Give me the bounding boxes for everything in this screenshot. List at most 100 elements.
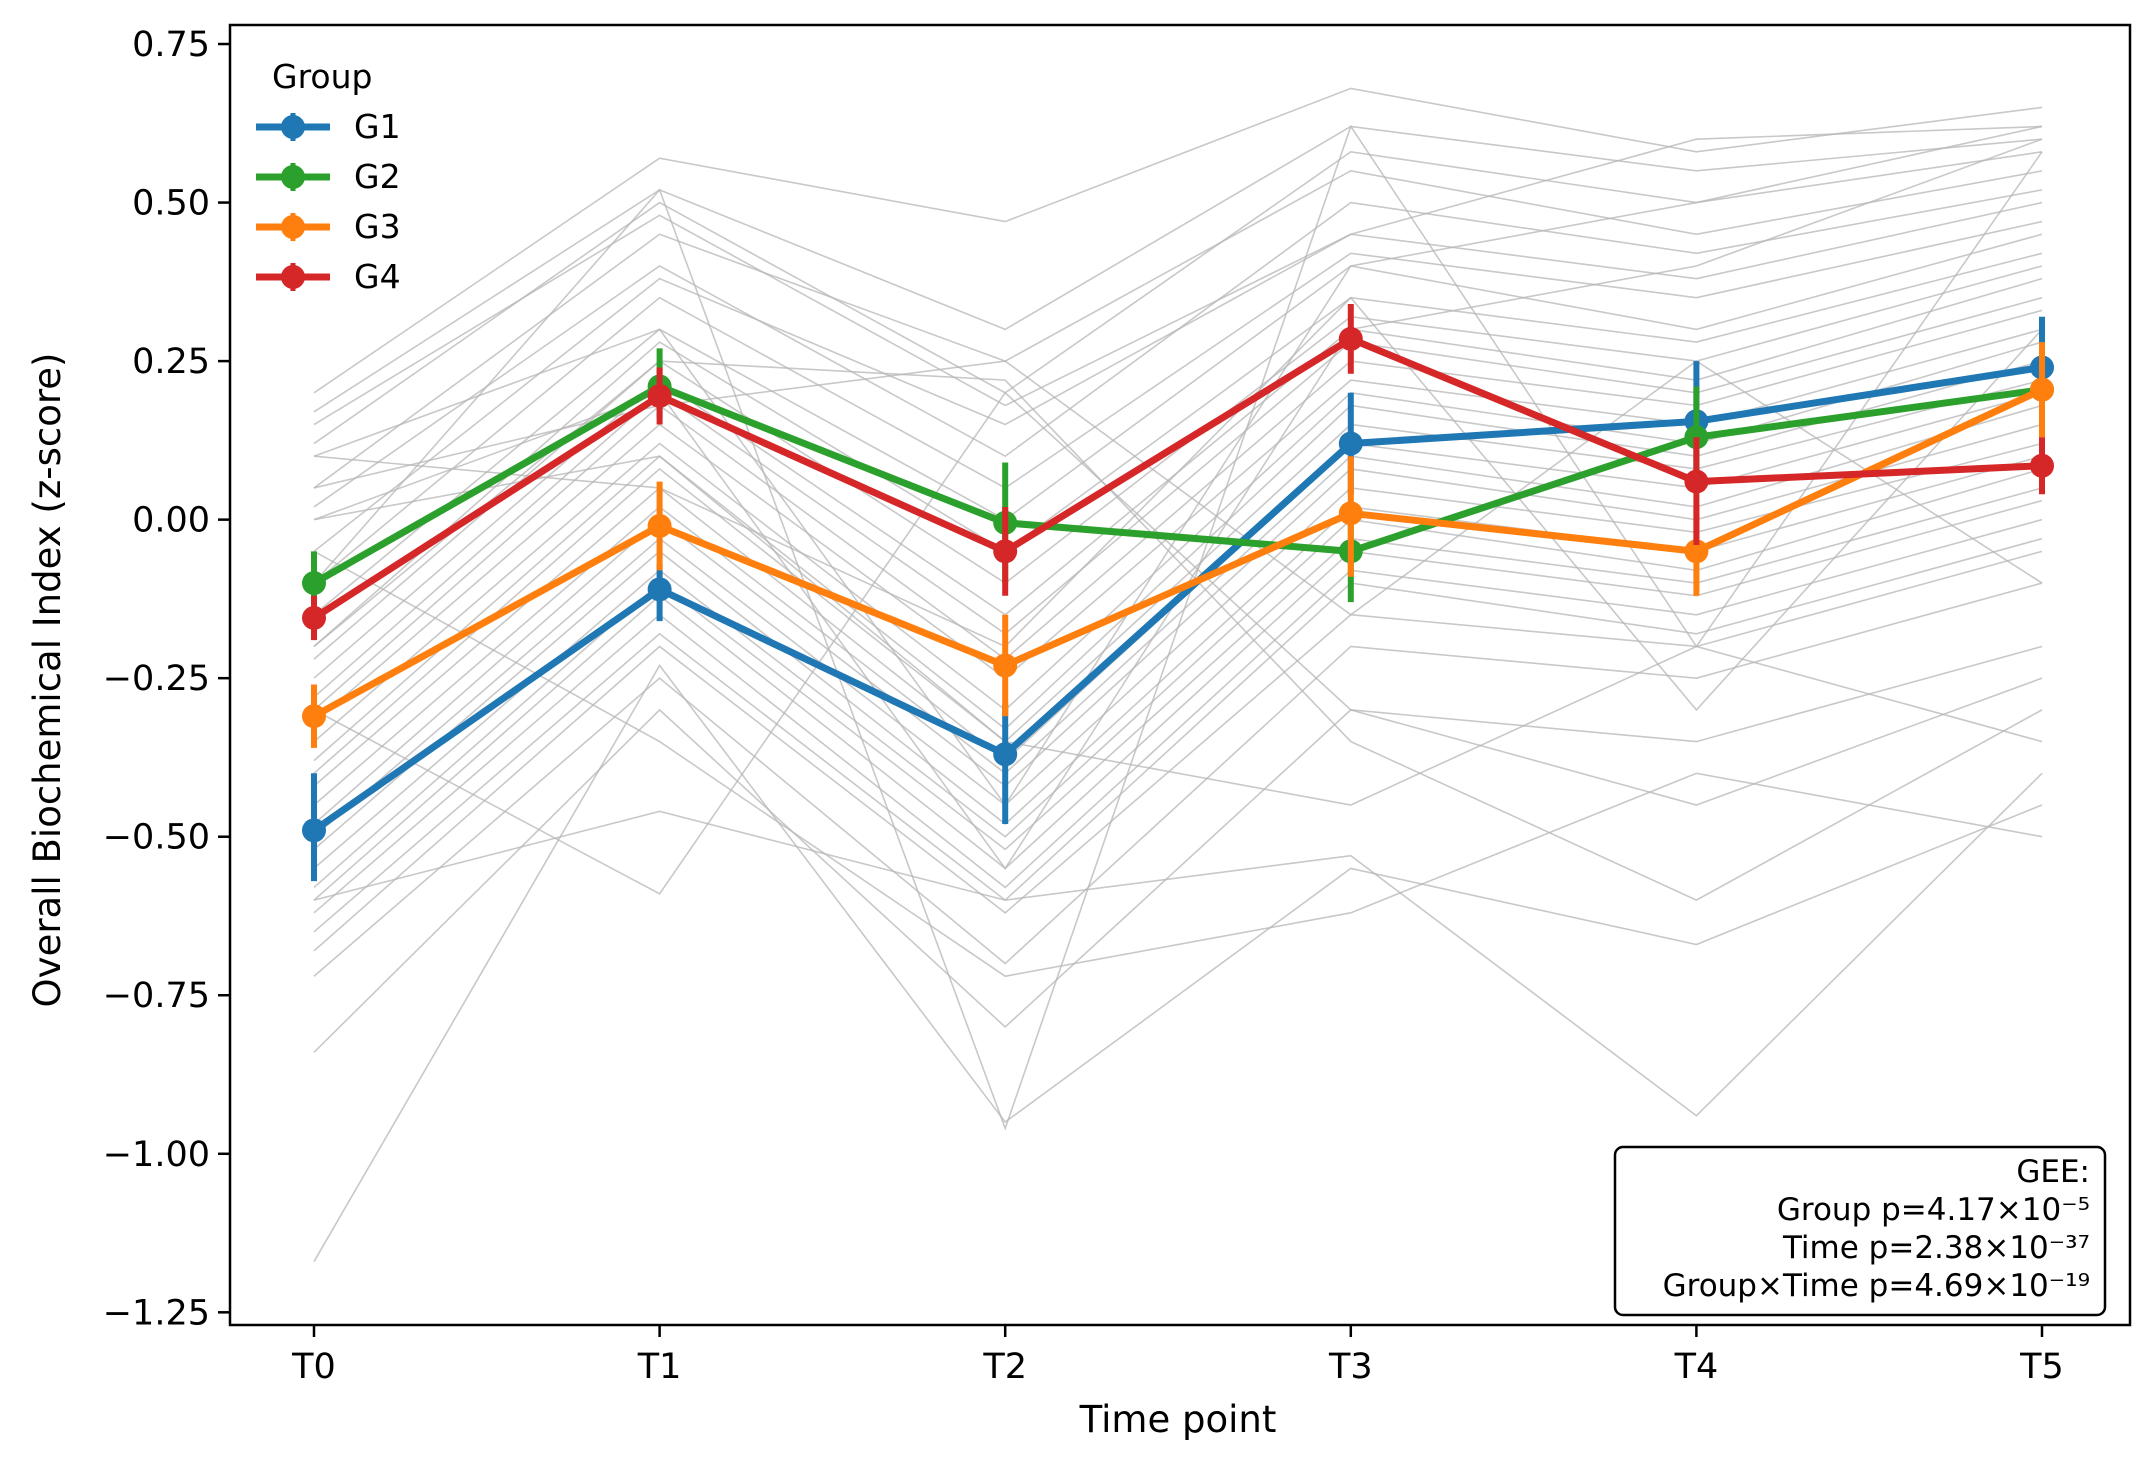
plot-area — [302, 87, 2054, 1262]
individual-line — [313, 124, 2043, 1131]
individual-line — [313, 468, 2043, 870]
series-G1 — [302, 316, 2054, 882]
individual-line — [313, 772, 2043, 1117]
individual-line — [313, 404, 2043, 806]
legend-marker — [281, 115, 305, 139]
y-tick-label: 0.00 — [132, 501, 210, 541]
y-tick-label: −1.00 — [103, 1135, 210, 1175]
axes: 0.75 0.50 0.25 0.00 −0.25 −0.50 −0.75 −1.00 −1.2… — [103, 23, 2132, 1387]
individual-line — [313, 150, 2043, 445]
data-point — [647, 513, 672, 538]
data-point — [1338, 431, 1363, 456]
individual-line — [313, 550, 2043, 978]
stats-line: Group p=4.17×10⁻⁵ — [1777, 1192, 2090, 1228]
legend-item-G4: G4 — [256, 257, 401, 296]
y-tick-label: −0.25 — [103, 659, 210, 699]
individual-line — [313, 201, 2043, 552]
x-tick-label: T3 — [1328, 1347, 1373, 1387]
data-point — [1338, 501, 1363, 526]
individual-line — [313, 455, 2043, 806]
plot-frame — [228, 23, 2132, 1327]
legend-label: G4 — [354, 257, 401, 296]
individual-line — [313, 87, 2043, 394]
individual-line — [313, 379, 2043, 774]
individual-line — [313, 125, 2043, 413]
legend-label: G3 — [354, 207, 401, 246]
x-tick-label: T1 — [637, 1347, 682, 1387]
individual-line — [313, 220, 2043, 584]
series-line — [312, 382, 2043, 587]
individual-line — [313, 550, 2043, 952]
x-tick-label: T2 — [982, 1347, 1027, 1387]
individual-line — [313, 664, 2043, 1262]
stats-line: Time p=2.38×10⁻³⁷ — [1782, 1230, 2090, 1266]
stats-box-frame — [1613, 1145, 2107, 1317]
individual-line — [313, 360, 2043, 902]
legend-item-G3: G3 — [256, 207, 401, 246]
stats-line: GEE: — [2016, 1154, 2090, 1190]
data-point — [1684, 539, 1709, 564]
legend-label: G1 — [354, 107, 401, 146]
individual-line — [313, 518, 2043, 914]
y-tick-label: −1.25 — [103, 1293, 210, 1333]
data-point — [302, 605, 326, 630]
series-line — [312, 335, 2043, 621]
individual-line — [313, 537, 2043, 933]
individual-line — [313, 138, 2043, 870]
series-line — [312, 386, 2044, 720]
individual-line — [313, 645, 2043, 1053]
individual-line — [313, 499, 2043, 901]
individual-line — [313, 328, 2043, 724]
x-tick-label: T4 — [1674, 1347, 1719, 1387]
data-point — [1338, 326, 1363, 351]
individual-line — [313, 265, 2043, 660]
y-tick-label: −0.75 — [103, 976, 210, 1016]
legend-title: Group — [272, 57, 372, 96]
data-point — [647, 383, 672, 408]
individual-line — [313, 296, 2043, 698]
individual-line — [313, 341, 2043, 743]
legend-item-G1: G1 — [256, 107, 401, 146]
x-tick-label: T5 — [2019, 1347, 2064, 1387]
legend-marker — [281, 265, 305, 289]
individual-line — [313, 582, 2043, 977]
data-point — [1684, 469, 1709, 494]
stats-line: Group×Time p=4.69×10⁻¹⁹ — [1663, 1268, 2090, 1304]
individual-line — [313, 233, 2043, 616]
series-G3 — [302, 342, 2054, 748]
individual-line — [313, 125, 2043, 426]
data-point — [2030, 453, 2054, 478]
x-tick-label: T0 — [291, 1347, 336, 1387]
individual-line — [313, 487, 2043, 889]
legend-label: G2 — [354, 157, 401, 196]
legend-marker — [281, 165, 305, 189]
legend-marker — [281, 215, 305, 239]
data-point — [647, 577, 672, 602]
data-point — [302, 818, 326, 843]
individual-line — [313, 360, 2043, 762]
data-point — [993, 653, 1018, 678]
data-point — [302, 571, 326, 596]
individual-line — [313, 252, 2043, 648]
y-tick-label: −0.50 — [103, 818, 210, 858]
y-tick-label: 0.75 — [132, 25, 210, 65]
y-tick-label: 0.50 — [132, 184, 210, 224]
individual-line — [313, 455, 2043, 850]
series-G4 — [302, 304, 2054, 641]
series-line — [311, 363, 2043, 834]
x-axis-label: Time point — [1079, 1398, 1277, 1441]
data-point — [2030, 377, 2054, 402]
individual-line — [313, 442, 2043, 838]
data-point — [993, 539, 1018, 564]
data-point — [302, 704, 326, 729]
y-tick-label: 0.25 — [132, 342, 210, 382]
legend-item-G2: G2 — [256, 157, 401, 196]
y-axis-label: Overall Biochemical Index (z-score) — [26, 353, 69, 1008]
data-point — [993, 742, 1018, 767]
individual-line — [313, 309, 2043, 711]
individual-line — [313, 170, 2043, 489]
individual-line — [313, 189, 2043, 508]
individual-line — [313, 296, 2043, 712]
